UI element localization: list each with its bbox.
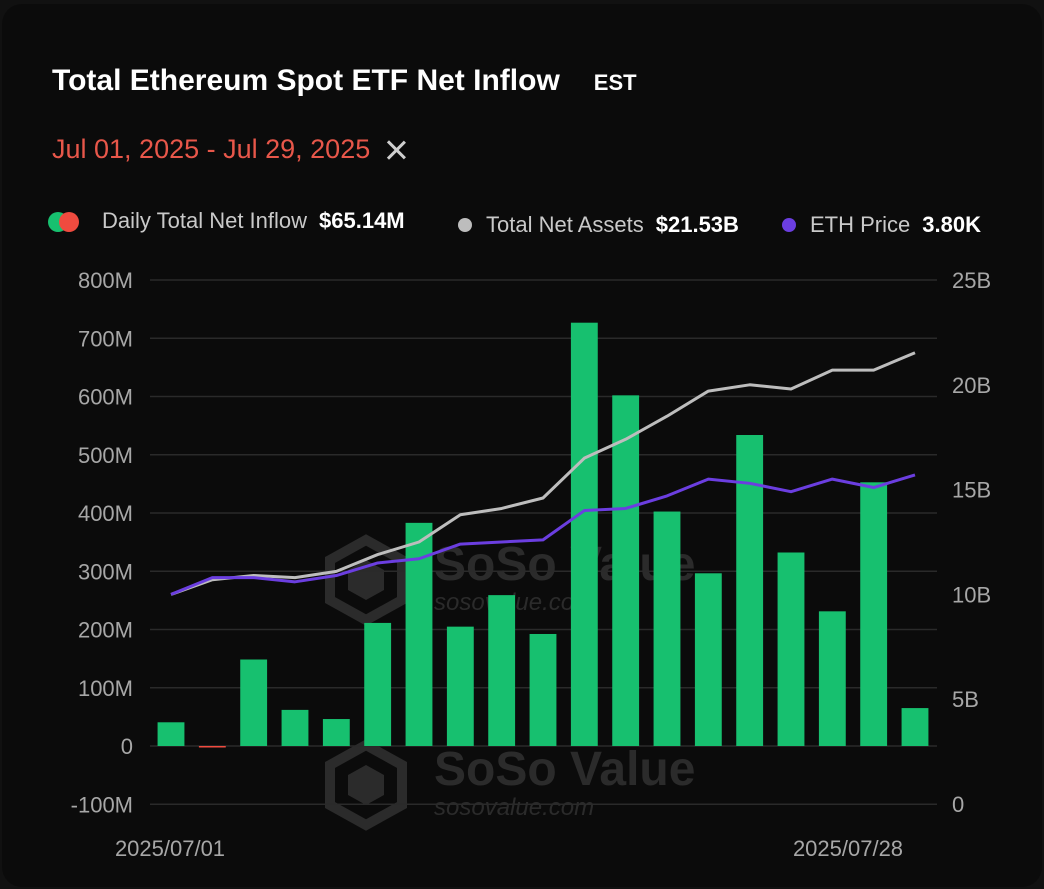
legend: Daily Total Net Inflow $65.14M Total Net…: [48, 208, 1008, 244]
y-left-tick-label: -100M: [71, 792, 133, 817]
bar: [860, 482, 888, 746]
y-axis-right: 0 5B 10B 15B 20B 25B: [952, 268, 991, 817]
bar: [612, 395, 640, 746]
y-left-tick-label: 200M: [78, 618, 133, 643]
y-left-tick-label: 600M: [78, 385, 133, 410]
y-left-tick-label: 500M: [78, 443, 133, 468]
y-right-tick-label: 10B: [952, 582, 991, 607]
total-net-assets-line: [170, 351, 916, 596]
y-left-tick-label: 0: [121, 734, 133, 759]
y-left-tick-label: 700M: [78, 326, 133, 351]
bar: [198, 746, 226, 748]
legend-item-inflow[interactable]: Daily Total Net Inflow $65.14M: [48, 208, 405, 234]
legend-value: $65.14M: [319, 208, 405, 233]
bar: [364, 622, 392, 746]
green-red-dot-icon: [48, 210, 84, 232]
legend-value: 3.80K: [922, 212, 981, 237]
bar: [322, 719, 350, 746]
watermark-brand: SoSo Value: [434, 538, 695, 591]
y-right-tick-label: 15B: [952, 478, 991, 503]
x-axis: 2025/07/01 2025/07/28: [115, 836, 903, 861]
lines: [170, 351, 916, 596]
legend-item-price[interactable]: ETH Price 3.80K: [782, 212, 981, 238]
bar: [446, 626, 474, 746]
bar: [777, 552, 805, 746]
watermark-brand: SoSo Value: [434, 743, 695, 796]
bar: [157, 722, 185, 746]
bars: [157, 322, 929, 748]
eth-price-line: [170, 473, 916, 596]
x-tick-label: 2025/07/01: [115, 836, 225, 861]
legend-value: $21.53B: [655, 212, 739, 237]
y-axis-left: -100M 0 100M 200M 300M 400M 500M 600M 700M 800M: [71, 268, 133, 817]
bar: [818, 611, 846, 746]
y-left-tick-label: 100M: [78, 676, 133, 701]
y-left-tick-label: 300M: [78, 559, 133, 584]
bar: [901, 708, 929, 746]
bar: [281, 709, 309, 746]
bar: [240, 659, 268, 746]
y-right-tick-label: 20B: [952, 373, 991, 398]
date-range-row: Jul 01, 2025 - Jul 29, 2025: [52, 134, 408, 165]
legend-item-assets[interactable]: Total Net Assets $21.53B: [458, 212, 739, 238]
y-right-tick-label: 25B: [952, 268, 991, 293]
title-row: Total Ethereum Spot ETF Net Inflow EST: [52, 64, 637, 98]
y-right-tick-label: 5B: [952, 687, 979, 712]
legend-label: ETH Price: [810, 212, 911, 237]
x-tick-label: 2025/07/28: [793, 836, 903, 861]
bar: [694, 573, 722, 746]
bar: [488, 595, 516, 746]
bar: [529, 633, 557, 746]
bar: [653, 511, 681, 746]
watermark-site: sosovalue.com: [434, 794, 594, 821]
date-range[interactable]: Jul 01, 2025 - Jul 29, 2025: [52, 134, 371, 164]
purple-dot-icon: [782, 218, 796, 232]
y-right-tick-label: 0: [952, 792, 964, 817]
bar: [736, 435, 764, 746]
y-left-tick-label: 800M: [78, 268, 133, 293]
legend-label: Daily Total Net Inflow: [102, 208, 308, 233]
timezone-label[interactable]: EST: [593, 70, 637, 95]
grey-dot-icon: [458, 218, 472, 232]
legend-label: Total Net Assets: [486, 212, 644, 237]
bar: [570, 322, 598, 746]
chart-title: Total Ethereum Spot ETF Net Inflow: [52, 64, 560, 97]
y-left-tick-label: 400M: [78, 501, 133, 526]
